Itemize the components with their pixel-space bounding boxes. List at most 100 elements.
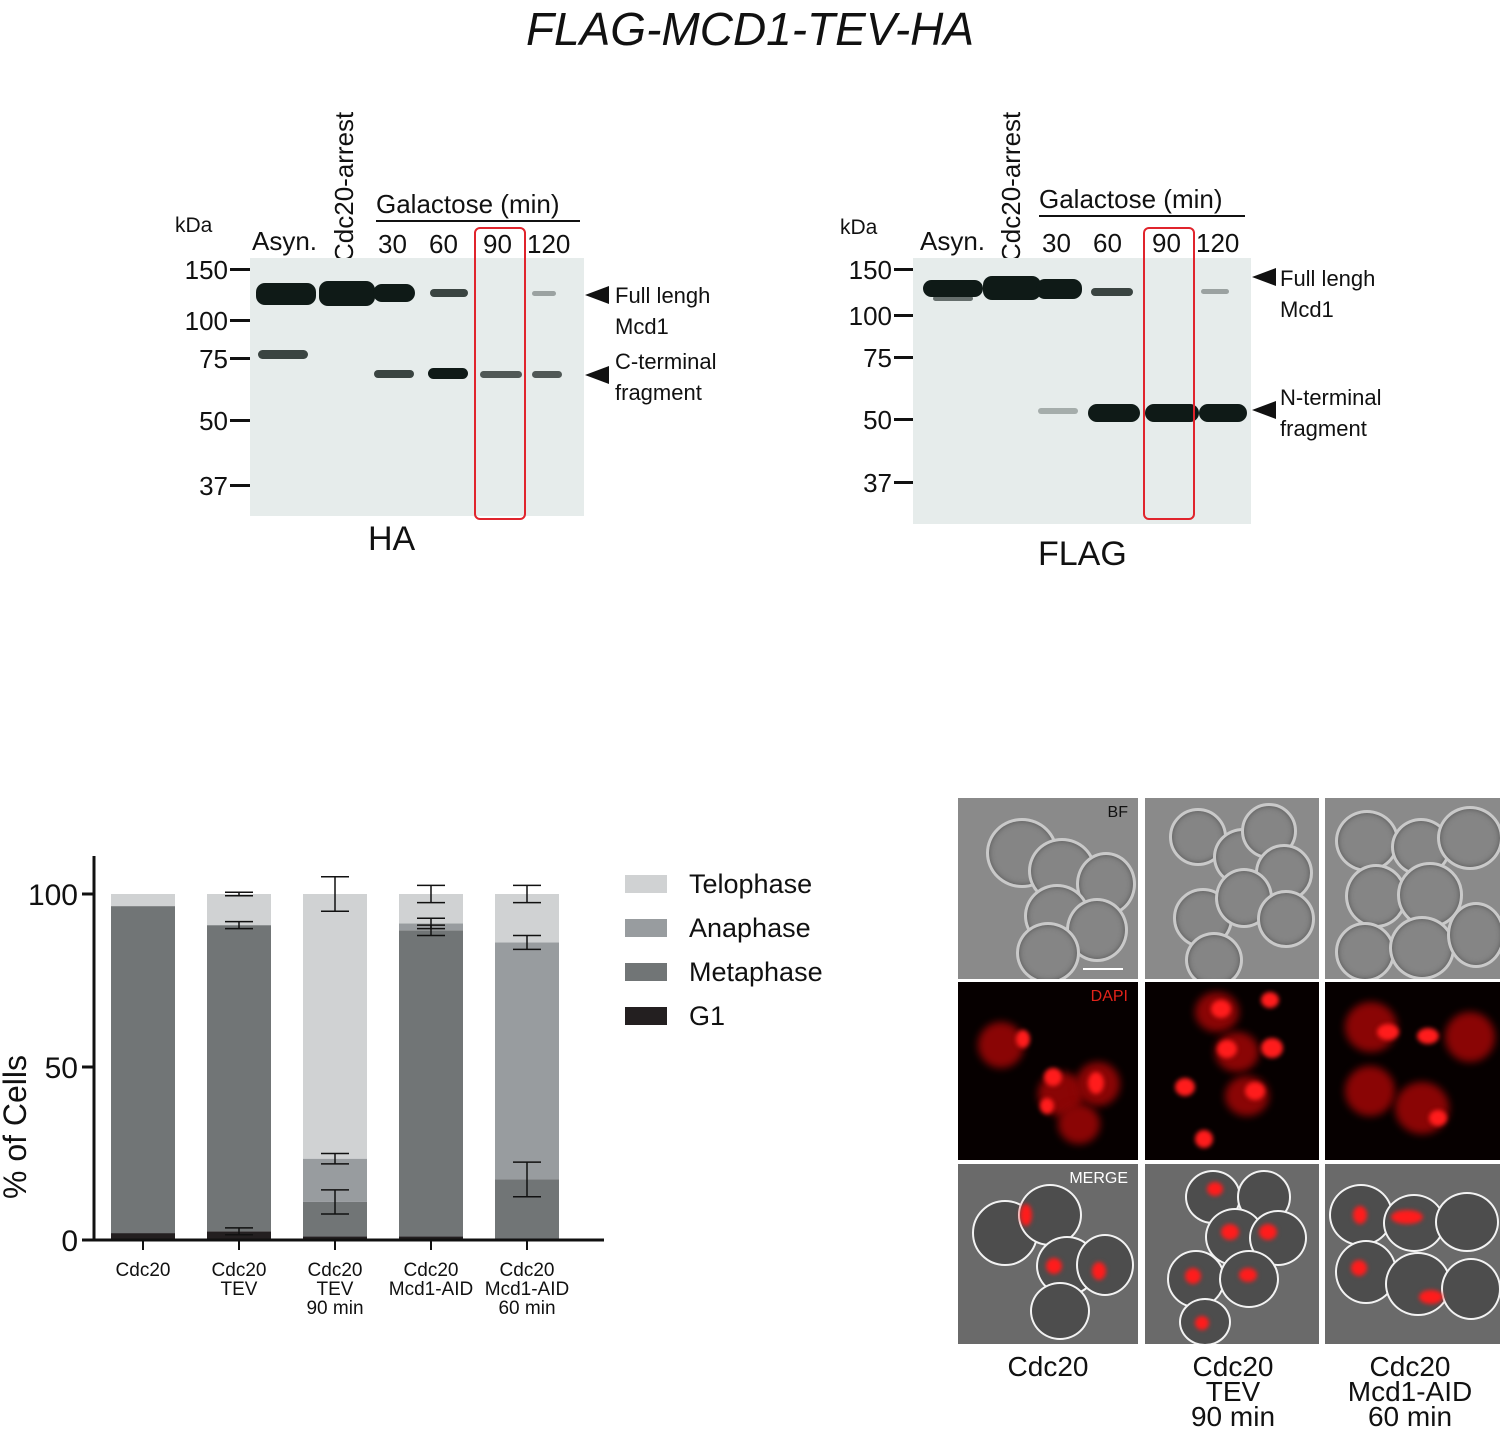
band — [374, 370, 414, 378]
bf-tile-cdc20-tev — [1145, 798, 1319, 979]
legend-item-telophase: Telophase — [625, 866, 812, 902]
bar-segment-metaphase — [111, 906, 175, 1234]
nucleus — [1058, 1104, 1100, 1144]
nucleus — [1445, 1012, 1495, 1062]
nucleus — [1261, 1038, 1283, 1058]
flag-blot-membrane — [913, 258, 1251, 524]
mw-marker-37: 37 — [199, 471, 228, 501]
row-label-bf: BF — [1107, 804, 1128, 821]
x-tick-label: TEV — [317, 1279, 354, 1300]
lane-label-60: 60 — [1093, 228, 1122, 258]
y-axis-label: % of Cells — [0, 1055, 33, 1199]
lane-label-60: 60 — [429, 229, 458, 259]
mw-marker-100: 100 — [848, 301, 892, 331]
lane-label-asyn: Asyn. — [920, 226, 986, 256]
dapi-tile-cdc20-mcd1-aid — [1325, 982, 1500, 1160]
bar-segment-g1 — [399, 1236, 463, 1240]
cell — [1257, 890, 1315, 948]
bar-segment-g1 — [207, 1231, 271, 1240]
bar-segment-g1 — [303, 1236, 367, 1240]
ha-blot-panel: kDa Asyn. Cdc20-arrest Galactose (min) 3… — [0, 0, 750, 600]
nucleus — [1377, 1024, 1399, 1040]
mw-marker-100: 100 — [184, 306, 228, 336]
mw-tick — [894, 268, 916, 271]
band — [1036, 279, 1082, 299]
highlight-box-90 — [1143, 227, 1195, 520]
nucleus — [1211, 1000, 1231, 1018]
arrowhead-icon — [585, 366, 609, 384]
band — [1199, 404, 1247, 422]
y-tick-label: 50 — [45, 1052, 78, 1085]
nucleus — [978, 1022, 1024, 1068]
cell — [1016, 922, 1080, 979]
band — [319, 281, 375, 306]
legend-swatch — [625, 1007, 667, 1025]
legend-label: Telophase — [689, 868, 813, 899]
lane-label-120: 120 — [527, 229, 571, 259]
nucleus — [1040, 1098, 1054, 1114]
band — [428, 368, 468, 379]
cell — [1345, 864, 1407, 928]
mw-tick — [230, 484, 252, 487]
legend-item-metaphase: Metaphase — [625, 954, 823, 990]
band — [532, 371, 562, 378]
nucleus — [1221, 1224, 1239, 1240]
cell — [1335, 922, 1395, 979]
nucleus — [1175, 1078, 1195, 1096]
ha-blot-membrane — [250, 258, 584, 516]
nucleus — [1016, 1030, 1030, 1048]
column-caption-cdc20: Cdc20 — [1007, 1351, 1089, 1382]
band — [1201, 289, 1229, 294]
lane-label-30: 30 — [1042, 228, 1071, 258]
band — [430, 289, 468, 297]
highlight-box-90 — [474, 227, 526, 520]
arrowhead-icon — [1252, 268, 1276, 286]
nucleus — [1185, 1268, 1201, 1284]
band — [923, 280, 983, 297]
nucleus — [1345, 1066, 1395, 1116]
band — [1091, 288, 1133, 296]
cell — [1441, 1258, 1500, 1320]
nucleus — [1020, 1204, 1032, 1226]
nucleus — [1046, 1258, 1062, 1274]
nucleus — [1239, 1268, 1257, 1282]
x-tick-label: Cdc20 — [500, 1260, 555, 1281]
cell — [1030, 1282, 1090, 1340]
band — [933, 296, 973, 301]
mw-marker-37: 37 — [863, 468, 892, 498]
bar-segment-telophase — [111, 894, 175, 907]
mw-tick — [894, 314, 916, 317]
galactose-bracket-line — [376, 220, 580, 222]
merge-tile-cdc20-tev — [1145, 1164, 1319, 1344]
bar-segment-telophase — [207, 894, 271, 926]
cell — [1437, 806, 1500, 870]
nucleus — [1088, 1072, 1104, 1094]
nucleus — [1259, 1224, 1277, 1240]
nucleus — [1395, 1082, 1449, 1134]
mw-tick — [894, 481, 916, 484]
cell — [1435, 1192, 1499, 1252]
nucleus — [1217, 1040, 1237, 1058]
lane-label-120: 120 — [1196, 228, 1240, 258]
band — [532, 291, 556, 296]
x-tick-label: TEV — [221, 1279, 258, 1300]
antibody-label-ha: HA — [368, 520, 416, 558]
kda-label: kDa — [840, 216, 878, 239]
legend-label: G1 — [689, 1000, 726, 1031]
bar-segment-anaphase — [495, 942, 559, 1180]
nucleus — [1261, 992, 1279, 1008]
x-tick-label: Cdc20 — [212, 1260, 267, 1281]
band — [1038, 408, 1078, 414]
mw-marker-75: 75 — [863, 343, 892, 373]
mw-tick — [230, 319, 252, 322]
arrowhead-icon — [585, 286, 609, 304]
bar-segment-metaphase — [399, 930, 463, 1237]
nucleus — [1044, 1068, 1062, 1086]
lane-label-90: 90 — [483, 229, 512, 259]
merge-tile-cdc20: MERGE — [958, 1164, 1138, 1344]
flag-blot-panel: kDa Asyn. Cdc20-arrest Galactose (min) 3… — [780, 0, 1500, 600]
x-tick-label: 90 min — [306, 1298, 363, 1319]
mw-marker-75: 75 — [199, 344, 228, 374]
cell — [1447, 902, 1500, 968]
